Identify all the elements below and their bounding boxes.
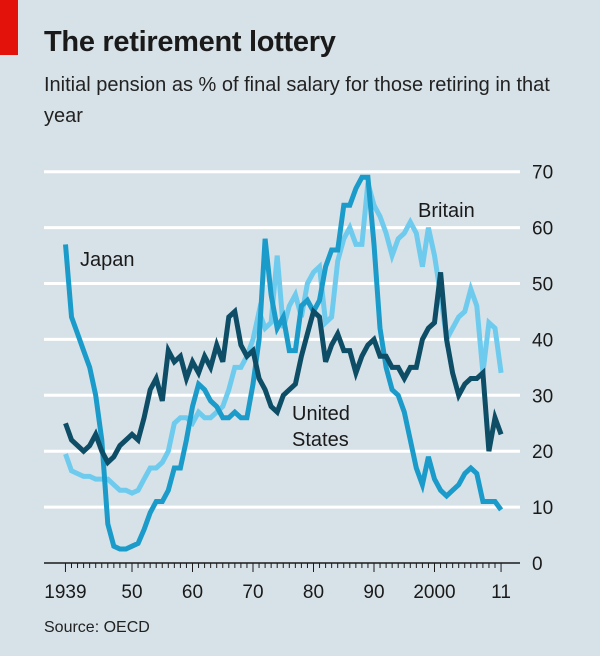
- brand-red-tab: [0, 0, 18, 55]
- x-tick-label-50: 50: [121, 582, 142, 603]
- y-tick-label-10: 10: [532, 498, 553, 519]
- y-axis-ticks: 0 10 20 30 40 50 60 70: [532, 163, 553, 575]
- x-axis: 1939 50 60 70 80 90 2000 11: [44, 562, 520, 603]
- series-line-japan: [63, 174, 504, 552]
- x-tick-label-2000: 2000: [413, 582, 455, 603]
- series-label-britain: Britain: [418, 200, 475, 222]
- y-tick-label-30: 30: [532, 386, 553, 407]
- x-tick-label-60: 60: [182, 582, 203, 603]
- series-label-united-states-line2: States: [292, 429, 349, 451]
- source-note: Source: OECD: [44, 619, 150, 636]
- chart-subtitle: Initial pension as % of final salary for…: [44, 74, 550, 127]
- y-tick-label-0: 0: [532, 554, 543, 575]
- series-label-japan: Japan: [80, 249, 135, 271]
- series-label-united-states-line1: United: [292, 403, 350, 425]
- y-tick-label-20: 20: [532, 442, 553, 463]
- x-tick-label-70: 70: [242, 582, 263, 603]
- y-tick-label-40: 40: [532, 330, 553, 351]
- y-tick-label-60: 60: [532, 219, 553, 240]
- x-tick-label-11: 11: [491, 582, 511, 603]
- y-tick-label-50: 50: [532, 275, 553, 296]
- x-tick-label-80: 80: [303, 582, 324, 603]
- series-line-united-states: [63, 271, 504, 467]
- y-tick-label-70: 70: [532, 163, 553, 184]
- chart-title: The retirement lottery: [44, 26, 336, 58]
- x-tick-label-90: 90: [363, 582, 384, 603]
- series-lines: [63, 174, 504, 552]
- x-tick-label-1939: 1939: [44, 582, 86, 603]
